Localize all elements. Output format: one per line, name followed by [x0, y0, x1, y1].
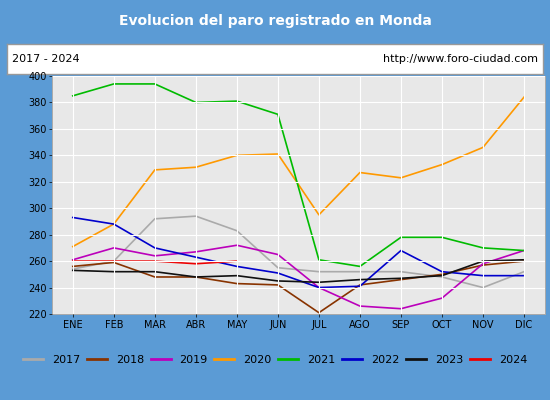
Text: Evolucion del paro registrado en Monda: Evolucion del paro registrado en Monda — [119, 14, 431, 28]
Text: 2017 - 2024: 2017 - 2024 — [12, 54, 80, 64]
Legend: 2017, 2018, 2019, 2020, 2021, 2022, 2023, 2024: 2017, 2018, 2019, 2020, 2021, 2022, 2023… — [19, 351, 531, 370]
Text: http://www.foro-ciudad.com: http://www.foro-ciudad.com — [383, 54, 538, 64]
